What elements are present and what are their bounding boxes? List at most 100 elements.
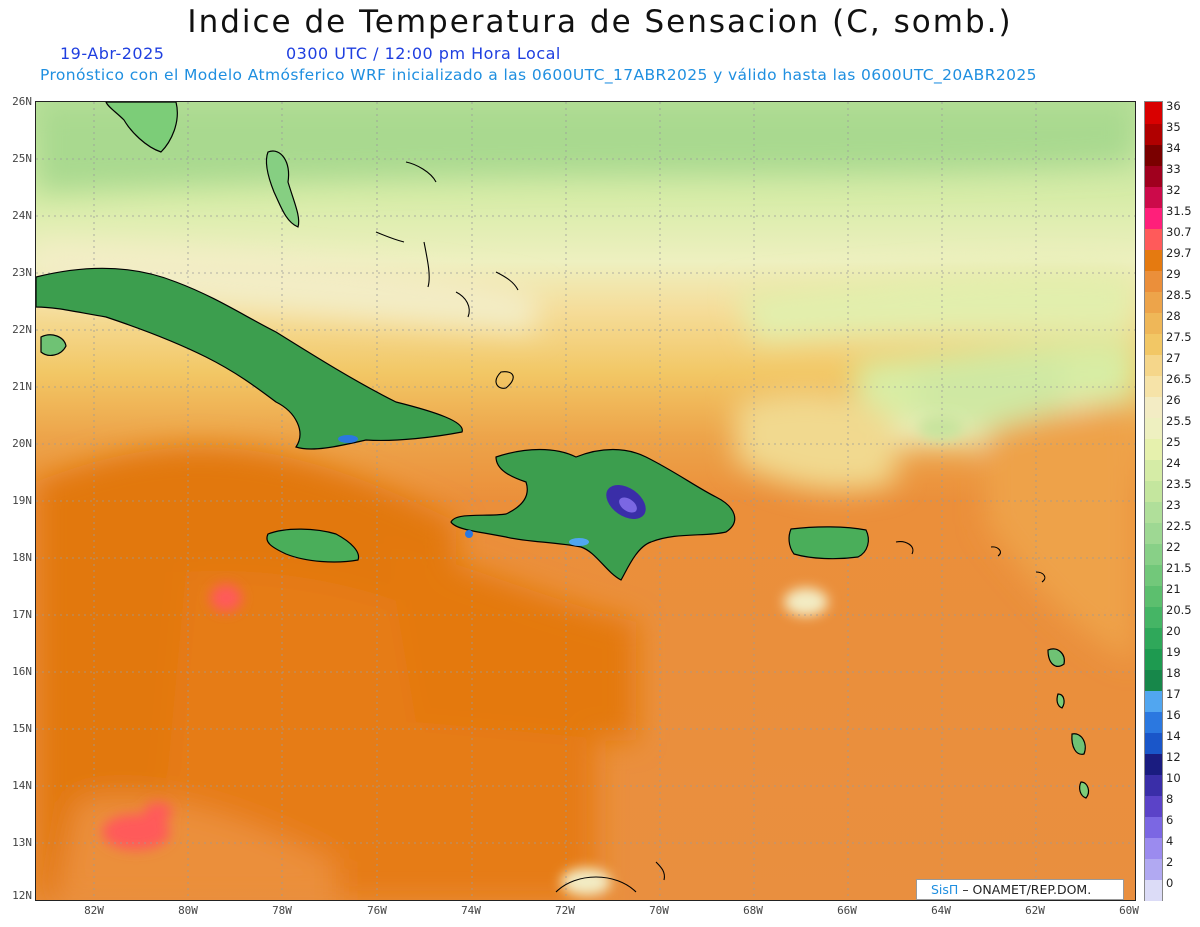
lat-label-24: 24N — [12, 209, 32, 222]
color-scale-swatch — [1145, 333, 1162, 355]
color-scale-label: 22 — [1166, 540, 1181, 554]
color-scale-label: 36 — [1166, 99, 1181, 113]
color-scale-label: 16 — [1166, 708, 1181, 722]
color-scale-swatch — [1145, 354, 1162, 376]
lat-label-21: 21N — [12, 380, 32, 393]
color-scale-swatch — [1145, 669, 1162, 691]
color-scale-swatch — [1145, 585, 1162, 607]
lon-label-74: 74W — [461, 904, 481, 917]
color-scale-swatch — [1145, 858, 1162, 880]
color-scale-label: 29.7 — [1166, 246, 1192, 260]
color-scale-swatch — [1145, 501, 1162, 523]
color-scale-label: 31.5 — [1166, 204, 1192, 218]
lat-label-26: 26N — [12, 95, 32, 108]
color-scale-label: 25 — [1166, 435, 1181, 449]
color-scale-label: 33 — [1166, 162, 1181, 176]
color-scale-label: 26 — [1166, 393, 1181, 407]
color-scale-swatch — [1145, 480, 1162, 502]
cuba — [36, 267, 463, 450]
florida — [105, 102, 178, 153]
st-lucia — [1079, 781, 1090, 799]
puerto-rico — [788, 526, 869, 560]
color-scale-swatch — [1145, 816, 1162, 838]
color-scale-swatch — [1145, 690, 1162, 712]
color-scale-swatch — [1145, 711, 1162, 733]
jamaica — [266, 528, 360, 563]
hispaniola — [450, 448, 736, 581]
lat-label-15: 15N — [12, 722, 32, 735]
color-scale-label: 17 — [1166, 687, 1181, 701]
color-scale-swatch — [1145, 165, 1162, 187]
color-scale-label: 0 — [1166, 876, 1174, 890]
color-scale-label: 12 — [1166, 750, 1181, 764]
color-scale-swatch — [1145, 102, 1162, 124]
color-scale-swatch — [1145, 795, 1162, 817]
map-title: Indice de Temperatura de Sensacion (C, s… — [187, 4, 1013, 40]
color-scale-swatch — [1145, 417, 1162, 439]
color-scale-swatch — [1145, 312, 1162, 334]
color-scale-label: 6 — [1166, 813, 1174, 827]
color-scale-label: 10 — [1166, 771, 1181, 785]
color-scale-label: 25.5 — [1166, 414, 1192, 428]
lat-label-13: 13N — [12, 836, 32, 849]
color-scale-swatch — [1145, 228, 1162, 250]
color-scale-label: 2 — [1166, 855, 1174, 869]
color-scale-swatch — [1145, 270, 1162, 292]
lat-label-16: 16N — [12, 665, 32, 678]
credit-text: – ONAMET/REP.DOM. — [962, 882, 1092, 897]
color-scale-swatch — [1145, 543, 1162, 565]
lat-label-17: 17N — [12, 608, 32, 621]
color-scale-label: 35 — [1166, 120, 1181, 134]
color-scale-label: 34 — [1166, 141, 1181, 155]
lon-label-62: 62W — [1025, 904, 1045, 917]
color-scale-swatch — [1145, 732, 1162, 754]
color-scale-swatch — [1145, 375, 1162, 397]
lon-label-82: 82W — [84, 904, 104, 917]
lon-label-68: 68W — [743, 904, 763, 917]
color-scale-label: 20 — [1166, 624, 1181, 638]
color-scale-label: 32 — [1166, 183, 1181, 197]
color-scale-swatch — [1145, 123, 1162, 145]
color-scale-label: 19 — [1166, 645, 1181, 659]
lon-label-64: 64W — [931, 904, 951, 917]
color-scale-swatch — [1145, 186, 1162, 208]
model-info: Pronóstico con el Modelo Atmósferico WRF… — [40, 66, 1037, 84]
credit-box: SisΠ – ONAMET/REP.DOM. — [916, 879, 1124, 900]
color-scale-label: 23 — [1166, 498, 1181, 512]
color-scale-label: 20.5 — [1166, 603, 1192, 617]
color-scale-swatch — [1145, 144, 1162, 166]
lon-label-76: 76W — [367, 904, 387, 917]
color-scale-label: 8 — [1166, 792, 1174, 806]
forecast-time: 0300 UTC / 12:00 pm Hora Local — [286, 44, 561, 63]
temperature-map — [35, 101, 1136, 901]
sispi-logo-text: SisΠ — [931, 882, 959, 897]
color-scale-label: 27.5 — [1166, 330, 1192, 344]
lat-label-20: 20N — [12, 437, 32, 450]
color-scale-label: 22.5 — [1166, 519, 1192, 533]
color-scale-label: 27 — [1166, 351, 1181, 365]
color-scale-label: 21 — [1166, 582, 1181, 596]
color-scale-swatch — [1145, 753, 1162, 775]
color-scale-swatch — [1145, 606, 1162, 628]
color-scale-swatch — [1145, 459, 1162, 481]
color-scale-swatch — [1145, 522, 1162, 544]
guadeloupe — [1047, 648, 1065, 667]
lat-label-22: 22N — [12, 323, 32, 336]
color-scale-label: 30.7 — [1166, 225, 1192, 239]
martinique — [1071, 733, 1086, 755]
lon-label-72: 72W — [555, 904, 575, 917]
color-scale-swatch — [1145, 879, 1162, 901]
landmasses — [36, 102, 1090, 799]
color-scale-swatch — [1145, 627, 1162, 649]
lon-label-70: 70W — [649, 904, 669, 917]
forecast-date: 19-Abr-2025 — [60, 44, 165, 63]
color-scale-label: 26.5 — [1166, 372, 1192, 386]
lat-label-19: 19N — [12, 494, 32, 507]
lat-label-18: 18N — [12, 551, 32, 564]
lat-label-12: 12N — [12, 889, 32, 902]
andros — [265, 150, 300, 228]
isla-juventud — [40, 334, 67, 356]
color-scale-swatch — [1145, 249, 1162, 271]
color-scale-label: 4 — [1166, 834, 1174, 848]
lat-label-25: 25N — [12, 152, 32, 165]
